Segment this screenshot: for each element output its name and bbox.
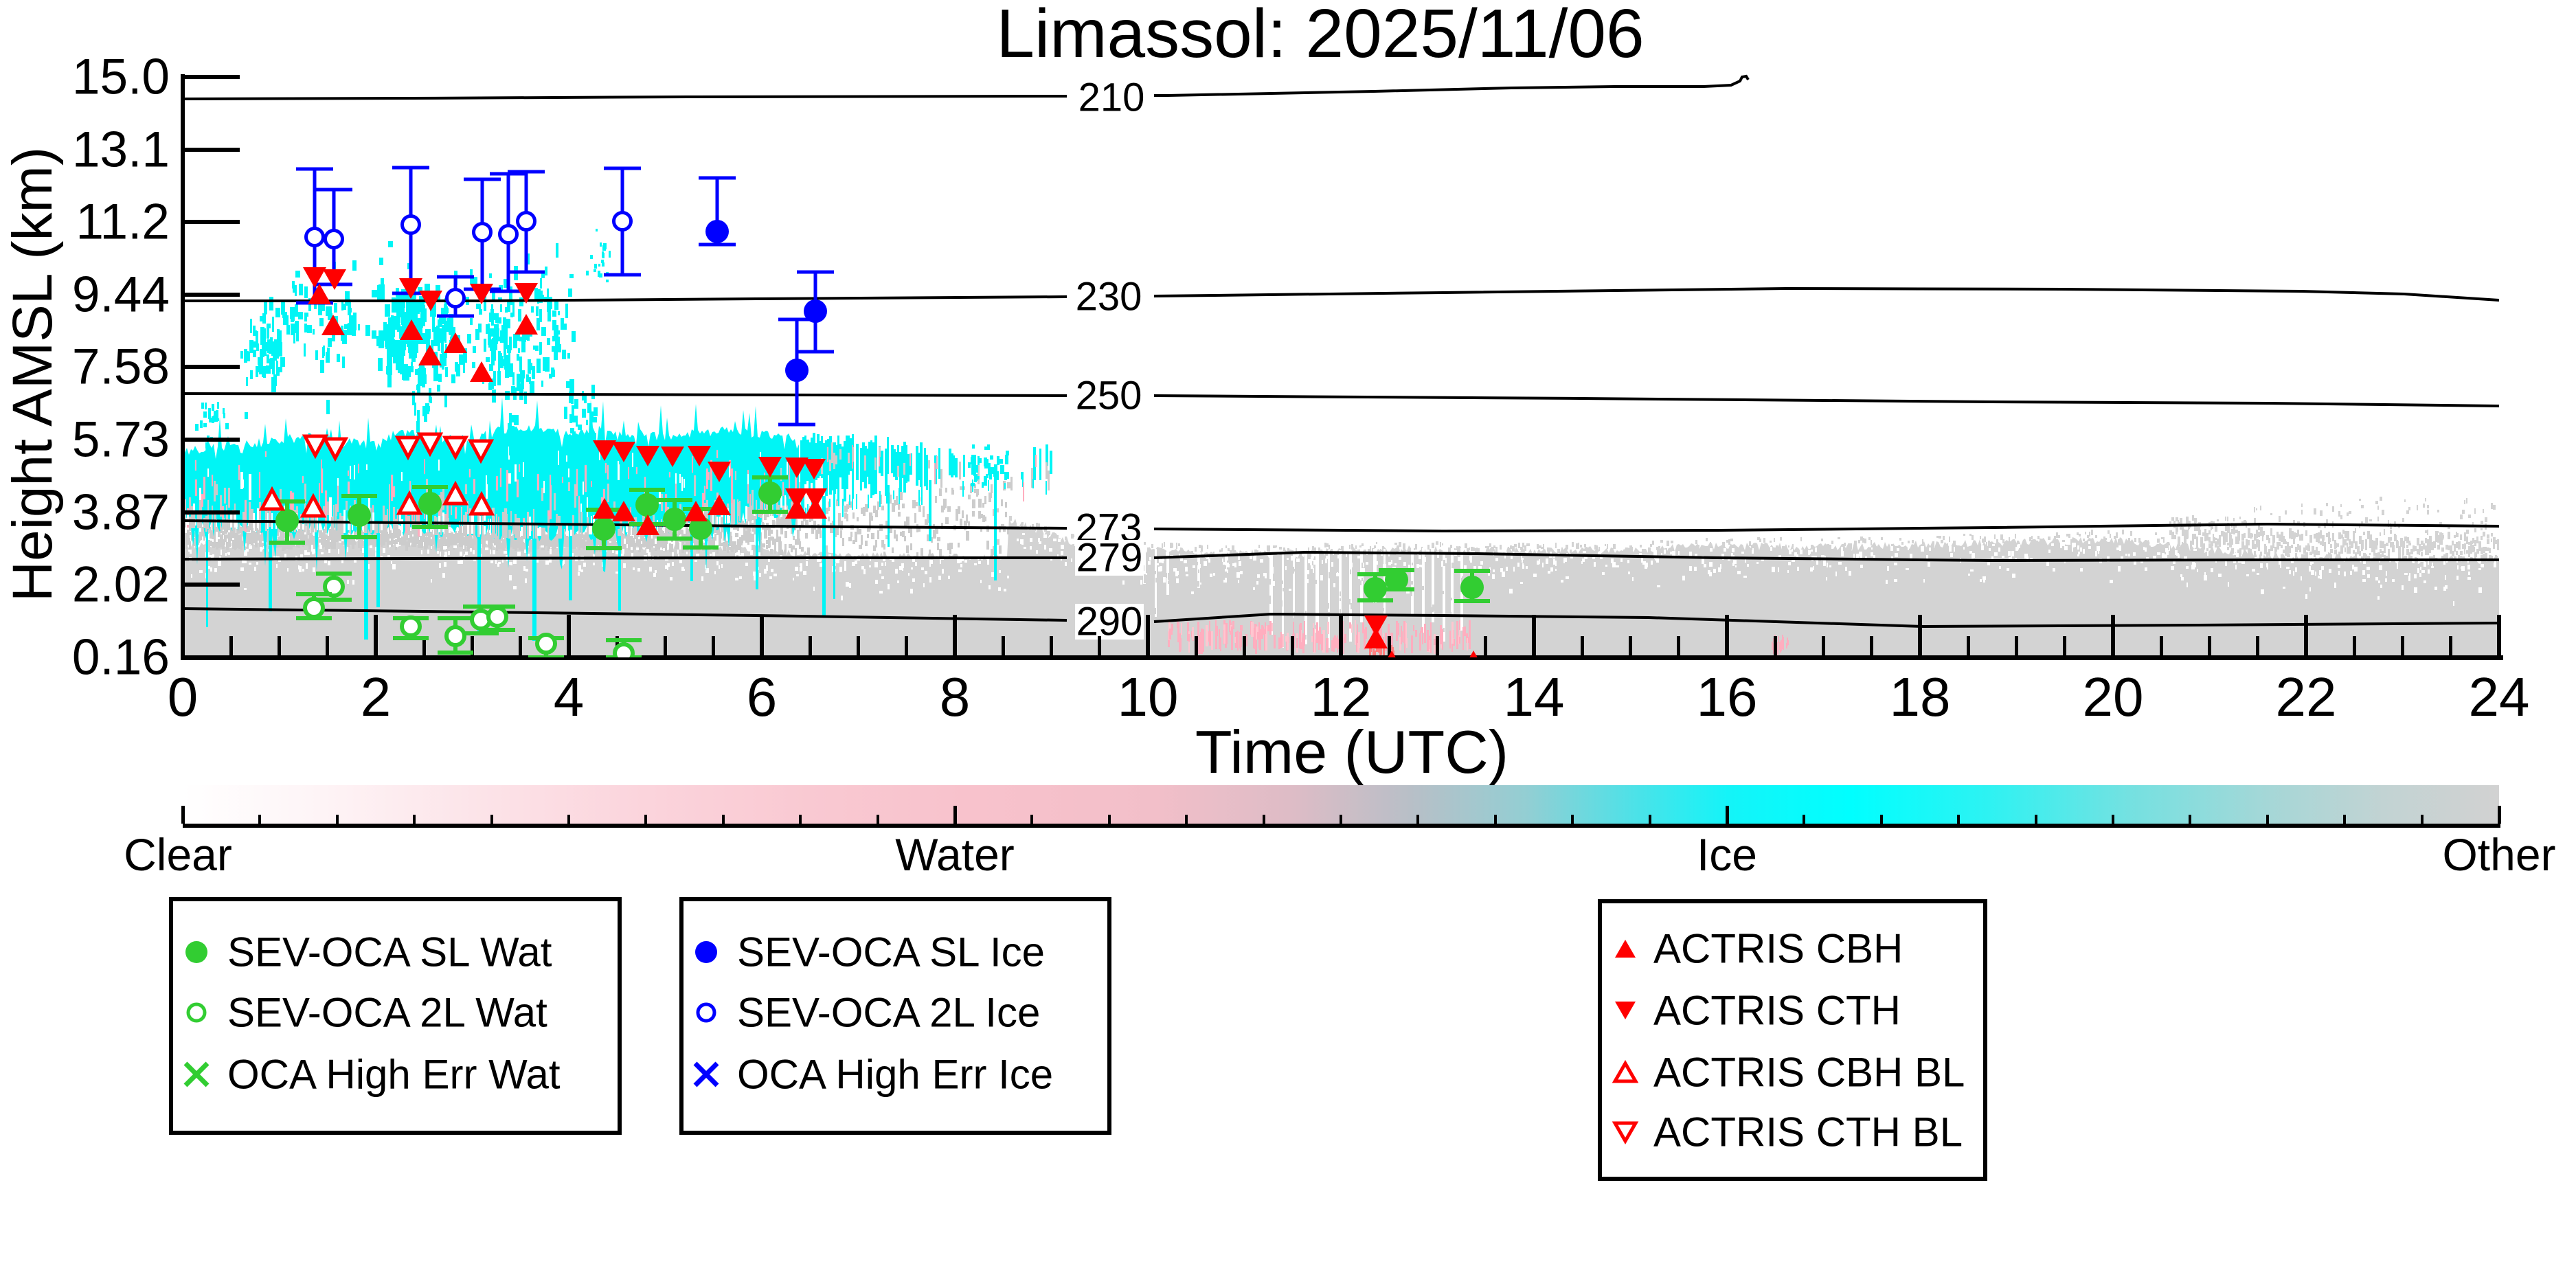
svg-text:Height AMSL (km): Height AMSL (km) bbox=[1, 147, 64, 602]
svg-text:15.0: 15.0 bbox=[72, 49, 170, 105]
svg-text:ACTRIS CBH BL: ACTRIS CBH BL bbox=[1653, 1050, 1965, 1096]
svg-text:Other: Other bbox=[2442, 829, 2555, 880]
svg-text:OCA High Err Wat: OCA High Err Wat bbox=[227, 1052, 561, 1098]
svg-text:210: 210 bbox=[1078, 76, 1145, 120]
svg-text:10: 10 bbox=[1118, 666, 1179, 727]
svg-text:Water: Water bbox=[895, 829, 1015, 880]
svg-text:16: 16 bbox=[1697, 666, 1758, 727]
svg-text:SEV-OCA 2L Ice: SEV-OCA 2L Ice bbox=[737, 990, 1040, 1036]
svg-text:12: 12 bbox=[1311, 666, 1372, 727]
svg-text:290: 290 bbox=[1076, 600, 1143, 644]
svg-text:22: 22 bbox=[2276, 666, 2337, 727]
svg-text:20: 20 bbox=[2083, 666, 2144, 727]
svg-text:ACTRIS CTH: ACTRIS CTH bbox=[1653, 988, 1901, 1034]
svg-text:SEV-OCA SL Ice: SEV-OCA SL Ice bbox=[737, 929, 1045, 975]
svg-text:230: 230 bbox=[1076, 275, 1142, 319]
svg-text:7.58: 7.58 bbox=[72, 339, 170, 395]
svg-text:24: 24 bbox=[2469, 666, 2530, 727]
svg-text:ACTRIS CTH BL: ACTRIS CTH BL bbox=[1653, 1109, 1963, 1155]
svg-text:279: 279 bbox=[1076, 536, 1143, 580]
svg-text:ACTRIS CBH: ACTRIS CBH bbox=[1653, 926, 1903, 972]
svg-text:14: 14 bbox=[1504, 666, 1565, 727]
svg-text:SEV-OCA 2L Wat: SEV-OCA 2L Wat bbox=[227, 990, 547, 1036]
svg-text:6: 6 bbox=[747, 666, 778, 727]
svg-text:9.44: 9.44 bbox=[72, 267, 170, 323]
svg-text:0: 0 bbox=[168, 666, 199, 727]
svg-text:11.2: 11.2 bbox=[76, 194, 170, 250]
svg-text:3.87: 3.87 bbox=[72, 485, 170, 541]
svg-text:0.16: 0.16 bbox=[72, 630, 170, 686]
svg-text:Time (UTC): Time (UTC) bbox=[1195, 718, 1509, 786]
svg-text:2.02: 2.02 bbox=[72, 557, 170, 613]
svg-text:OCA High Err Ice: OCA High Err Ice bbox=[737, 1052, 1053, 1098]
svg-text:13.1: 13.1 bbox=[72, 122, 170, 178]
svg-text:250: 250 bbox=[1076, 374, 1142, 418]
svg-text:5.73: 5.73 bbox=[72, 412, 170, 468]
svg-text:8: 8 bbox=[940, 666, 971, 727]
svg-text:4: 4 bbox=[554, 666, 585, 727]
svg-text:Limassol: 2025/11/06: Limassol: 2025/11/06 bbox=[996, 0, 1644, 72]
svg-text:18: 18 bbox=[1890, 666, 1951, 727]
svg-text:Clear: Clear bbox=[124, 829, 232, 880]
svg-text:Ice: Ice bbox=[1697, 829, 1757, 880]
svg-text:2: 2 bbox=[361, 666, 392, 727]
svg-text:SEV-OCA SL Wat: SEV-OCA SL Wat bbox=[227, 929, 552, 975]
